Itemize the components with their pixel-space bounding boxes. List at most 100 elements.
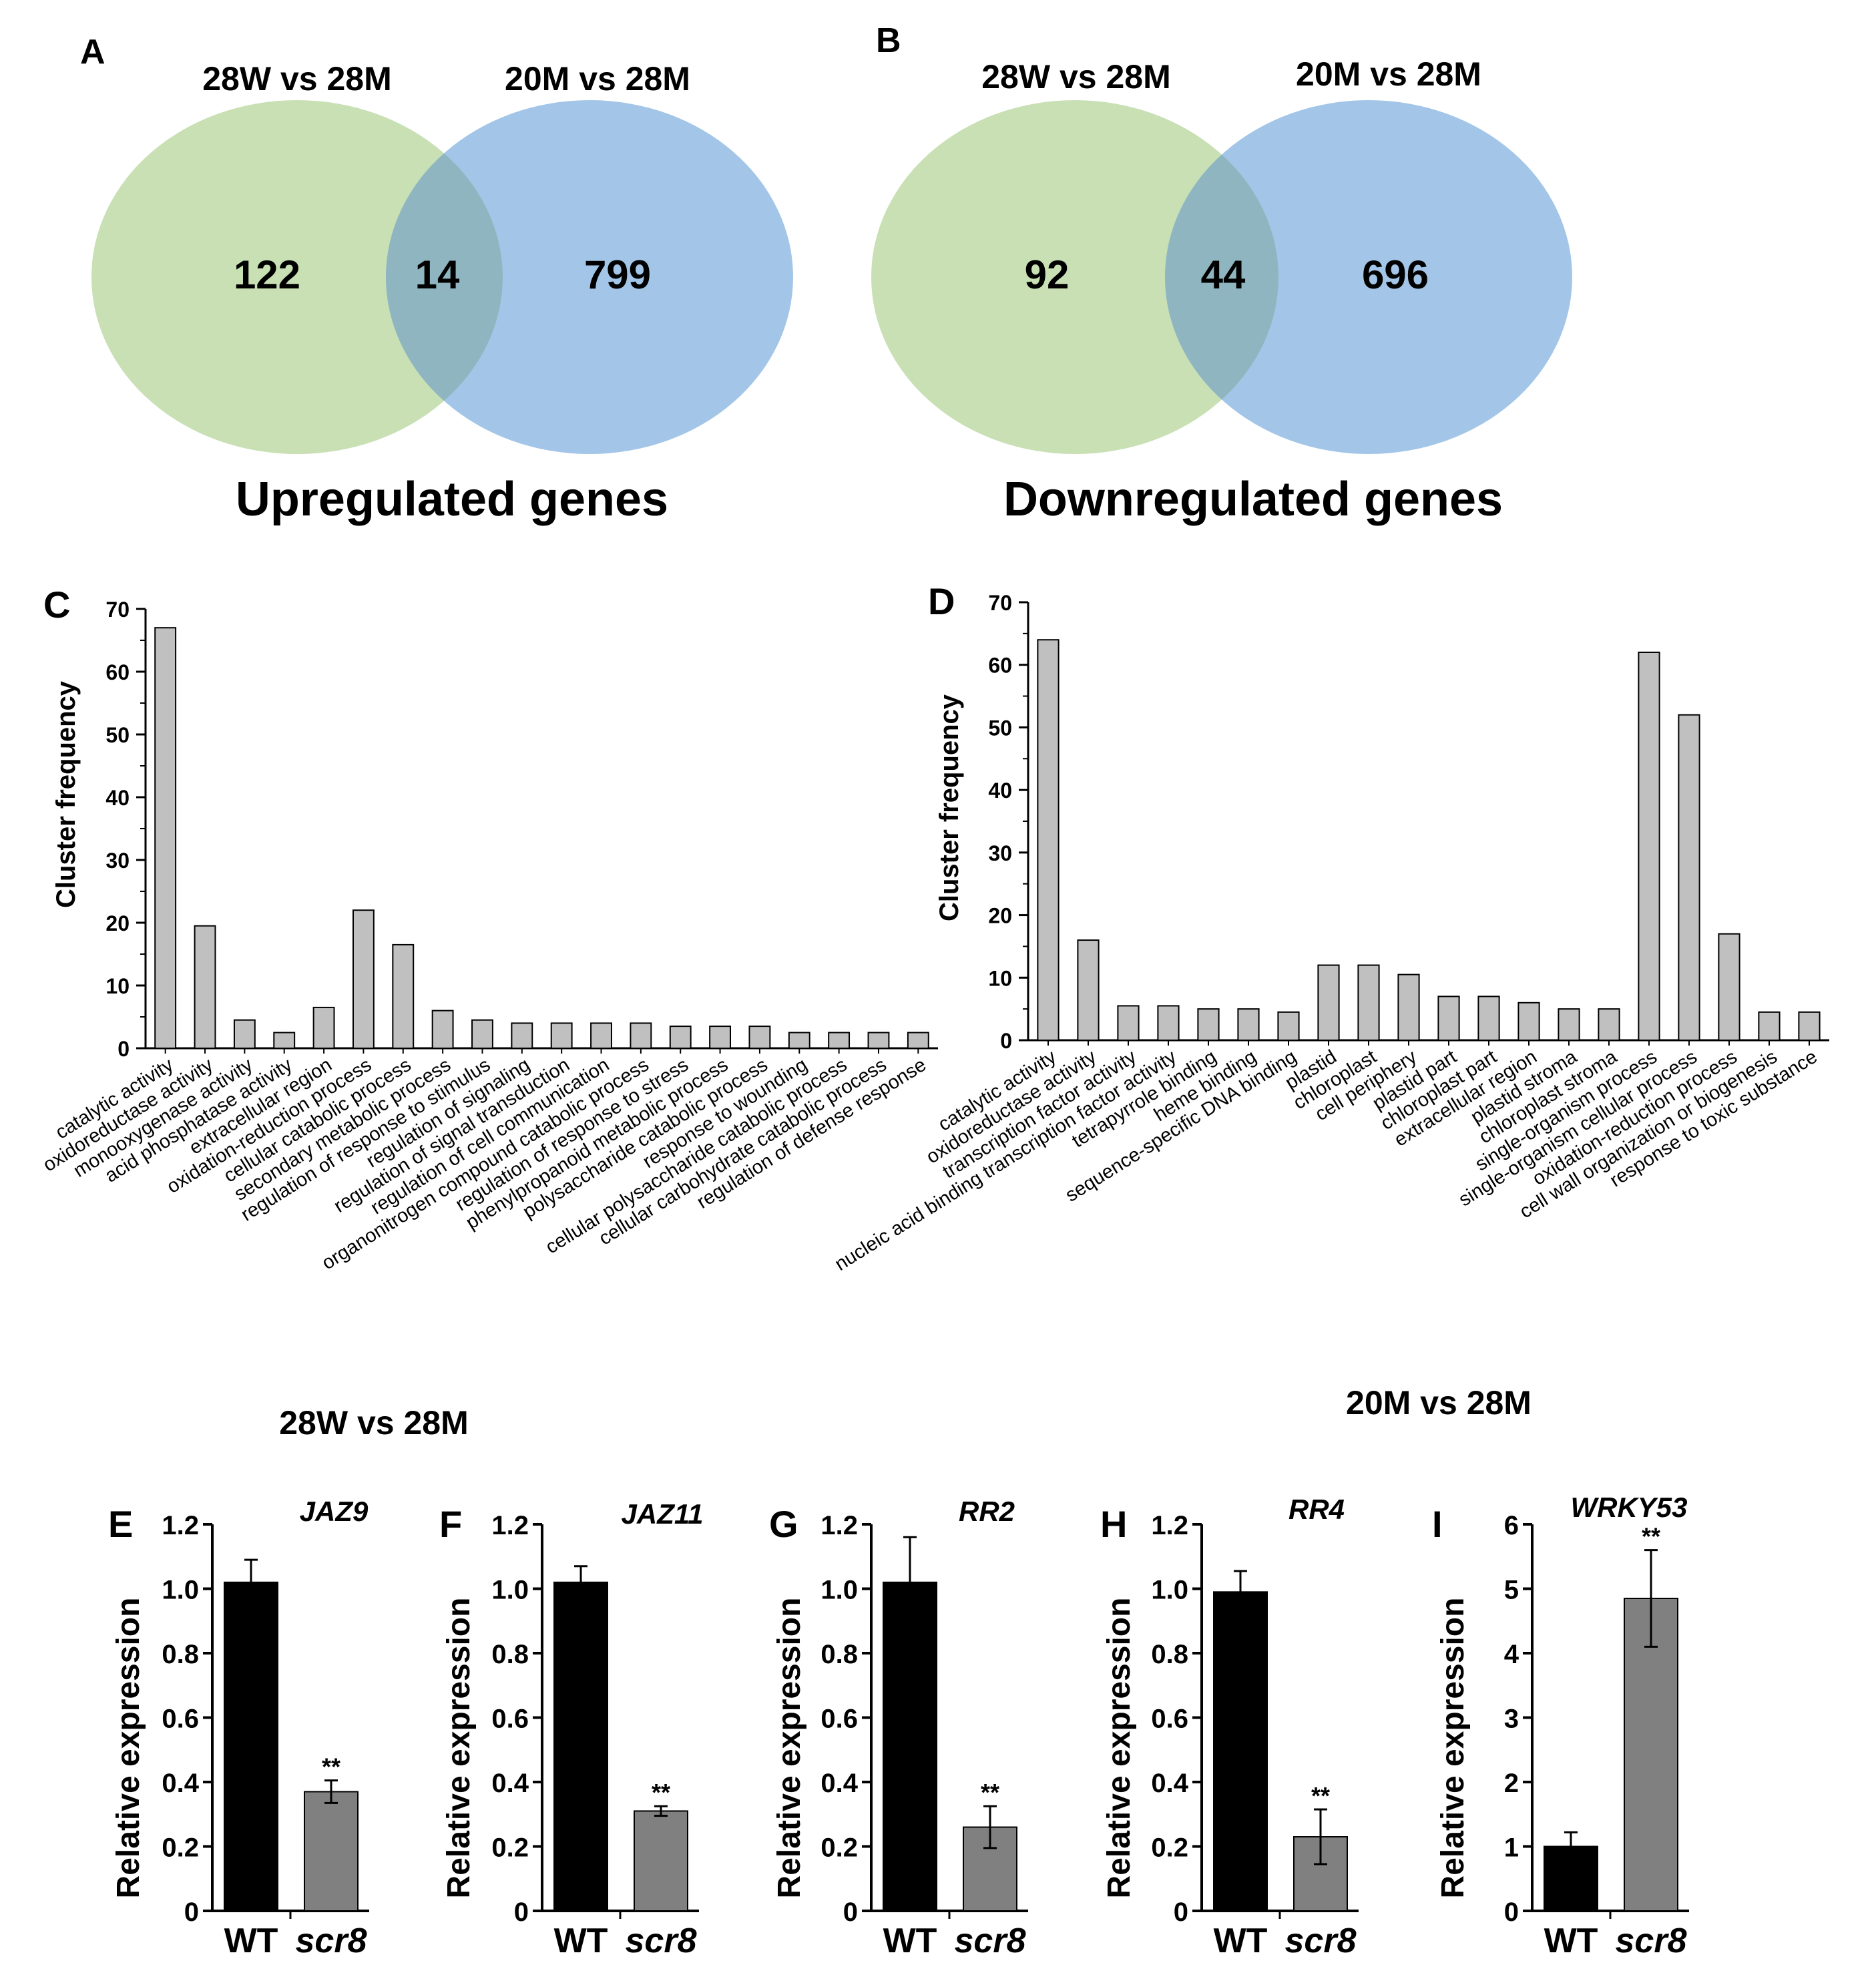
y-axis-label: Relative expression	[772, 1598, 807, 1899]
bar	[1598, 1008, 1620, 1041]
y-tick-label: 6	[1504, 1511, 1519, 1540]
y-tick-label: 60	[988, 654, 1012, 678]
y-tick-label: 1.2	[162, 1511, 199, 1540]
bar	[1477, 996, 1500, 1042]
bar	[1357, 964, 1380, 1041]
y-tick-label: 30	[105, 849, 130, 873]
gene-title: JAZ11	[622, 1498, 704, 1530]
y-tick-label: 1.0	[162, 1576, 199, 1605]
bar	[392, 943, 415, 1050]
panel-letter: I	[1432, 1503, 1443, 1545]
venn-left-circle	[871, 100, 1278, 454]
y-tick-label: 2	[1504, 1769, 1519, 1798]
y-tick-label: 0	[118, 1037, 130, 1061]
panel-letter: D	[928, 580, 955, 622]
mutant-bar	[634, 1810, 688, 1912]
y-tick-label: 0	[1174, 1898, 1188, 1927]
y-axis-label: Cluster frequency	[51, 680, 81, 908]
y-tick-label: 0.6	[1151, 1705, 1188, 1734]
venn-title: Downregulated genes	[1003, 473, 1503, 526]
y-tick-label: 0.8	[162, 1640, 199, 1669]
bar	[1037, 639, 1060, 1041]
x-tick-label: scr8	[296, 1922, 367, 1960]
bar	[431, 1010, 454, 1049]
bar	[194, 925, 216, 1049]
x-tick-label: scr8	[1616, 1922, 1687, 1960]
y-axis-label: Relative expression	[1435, 1598, 1471, 1899]
venn-right-count: 696	[1362, 252, 1429, 297]
y-axis-label: Cluster frequency	[935, 694, 964, 921]
bar	[1197, 1008, 1220, 1041]
mutant-bar	[1624, 1597, 1678, 1912]
y-tick-label: 3	[1504, 1705, 1519, 1734]
significance-mark: **	[1642, 1523, 1660, 1550]
bar	[1117, 1005, 1140, 1042]
venn-panel-a: A 28W vs 28M 20M vs 28M 122 14 799 Upreg…	[80, 33, 793, 526]
y-tick-label: 40	[988, 779, 1012, 803]
gene-title: WRKY53	[1570, 1492, 1687, 1523]
y-tick-label: 4	[1504, 1640, 1519, 1669]
x-tick-label: WT	[883, 1922, 937, 1960]
venn-overlap-count: 14	[415, 252, 460, 297]
y-tick-label: 50	[988, 716, 1012, 740]
y-axis-label: Relative expression	[111, 1598, 146, 1899]
bar	[1758, 1011, 1781, 1042]
panel-letter: F	[439, 1503, 462, 1545]
y-tick-label: 10	[105, 974, 130, 998]
bar	[273, 1032, 296, 1049]
y-tick-label: 0.6	[162, 1705, 199, 1734]
venn-right-circle	[1165, 100, 1572, 454]
gene-title: RR4	[1288, 1494, 1345, 1525]
wt-bar	[1544, 1845, 1598, 1912]
y-tick-label: 1.2	[1151, 1511, 1188, 1540]
bar	[1798, 1011, 1821, 1042]
bar	[312, 1006, 335, 1050]
y-tick-label: 0.8	[1151, 1640, 1188, 1669]
significance-mark: **	[652, 1779, 670, 1806]
y-tick-label: 0	[1000, 1029, 1012, 1053]
y-tick-label: 60	[105, 660, 130, 684]
qpcr-chart-jaz11: F JAZ11 Relative expression 0 0.2 0.4 0.6 0.…	[439, 1498, 703, 1960]
bar	[1157, 1005, 1180, 1042]
panel-letter: A	[80, 33, 105, 71]
y-tick-label: 0.8	[820, 1640, 858, 1669]
mutant-bar	[963, 1826, 1017, 1912]
wt-bar	[1213, 1591, 1268, 1912]
venn-left-circle	[91, 100, 503, 454]
venn-left-count: 122	[234, 252, 300, 297]
y-tick-label: 0.4	[1151, 1769, 1188, 1798]
y-tick-label: 1.2	[491, 1511, 529, 1540]
wt-bar	[553, 1581, 608, 1912]
bar	[154, 627, 177, 1049]
bar	[1718, 933, 1740, 1041]
gene-title: RR2	[959, 1496, 1015, 1527]
bar	[1437, 996, 1460, 1042]
bar	[1397, 973, 1420, 1041]
y-tick-label: 0	[1504, 1898, 1519, 1927]
qpcr-chart-rr2: G RR2 Relative expression 0 0.2 0.4 0.6 0.8 1…	[769, 1496, 1028, 1960]
venn-left-count: 92	[1025, 252, 1070, 297]
y-tick-label: 10	[988, 966, 1012, 990]
bar	[669, 1026, 692, 1049]
y-tick-label: 70	[105, 598, 130, 622]
y-tick-label: 0.2	[1151, 1833, 1188, 1863]
bar	[907, 1032, 929, 1049]
go-bar-chart-d: D Cluster frequency 20M vs 28M 0 10 20 30 40…	[831, 580, 1829, 1421]
qpcr-chart-rr4: H RR4 Relative expression 0 0.2 0.4 0.6 0.8 1…	[1100, 1494, 1359, 1960]
y-tick-label: 0.8	[491, 1640, 529, 1669]
gene-title: JAZ9	[300, 1496, 369, 1527]
venn-right-label: 20M vs 28M	[1296, 55, 1481, 93]
venn-overlap-count: 44	[1201, 252, 1246, 297]
bar	[867, 1032, 890, 1049]
y-tick-label: 0.4	[162, 1769, 199, 1798]
x-tick-label: WT	[554, 1922, 608, 1960]
y-tick-label: 1.2	[820, 1511, 858, 1540]
y-tick-label: 0.6	[491, 1705, 529, 1734]
x-tick-label: WT	[224, 1922, 278, 1960]
bar	[1237, 1008, 1260, 1041]
y-tick-label: 0	[184, 1898, 199, 1927]
bar	[590, 1022, 612, 1050]
y-tick-label: 20	[105, 911, 130, 935]
x-tick-label: scr8	[955, 1922, 1026, 1960]
y-tick-label: 1	[1504, 1833, 1519, 1863]
